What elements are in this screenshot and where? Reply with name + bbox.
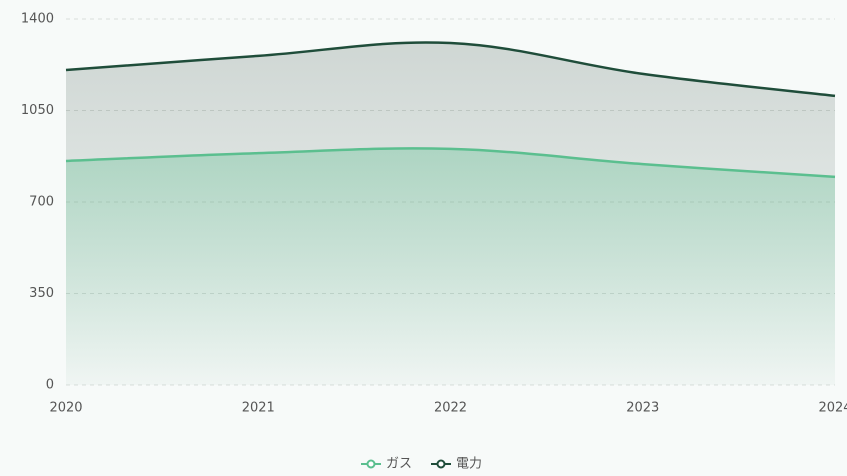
legend-label: 電力 [456, 457, 482, 472]
x-tick-label: 2023 [626, 401, 659, 416]
y-tick-label: 700 [29, 195, 54, 210]
area-fill [66, 148, 835, 385]
legend-symbol [436, 459, 446, 469]
legend-item: ガス [361, 457, 412, 472]
series-line [65, 41, 836, 98]
series-line [65, 147, 836, 179]
y-tick-label: 1050 [21, 103, 54, 118]
x-tick-label: 2021 [242, 401, 275, 416]
legend-symbol [366, 459, 376, 469]
x-tick-label: 2020 [49, 401, 82, 416]
legend-item: 電力 [431, 457, 482, 472]
y-tick-label: 350 [29, 286, 54, 301]
y-tick-label: 0 [46, 378, 54, 393]
x-tick-label: 2024 [818, 401, 847, 416]
y-tick-label: 1400 [21, 12, 54, 27]
legend-label: ガス [386, 457, 412, 472]
x-tick-label: 2022 [434, 401, 467, 416]
